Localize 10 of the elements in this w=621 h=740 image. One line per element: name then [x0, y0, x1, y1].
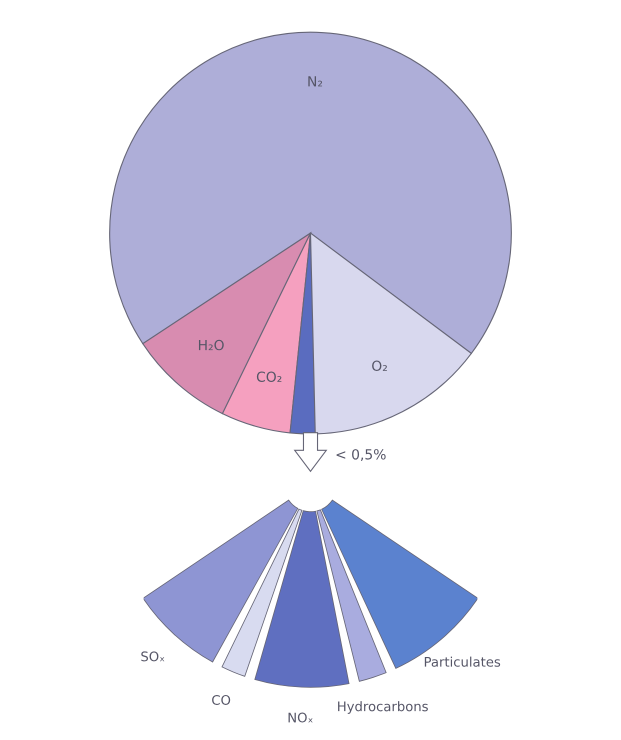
slice-label: CO₂	[256, 371, 282, 382]
slice-label: SOₓ	[141, 651, 164, 662]
slice-label: H₂O	[198, 340, 224, 350]
text: < 0,5%	[336, 449, 386, 461]
slice-label: O₂	[372, 360, 387, 372]
slice-label: N₂	[308, 76, 322, 86]
slice-label: Particulates	[424, 656, 500, 667]
slice-label: CO	[212, 695, 230, 705]
slice-label: Hydrocarbons	[338, 701, 428, 714]
slice-label: NOₓ	[288, 712, 313, 723]
